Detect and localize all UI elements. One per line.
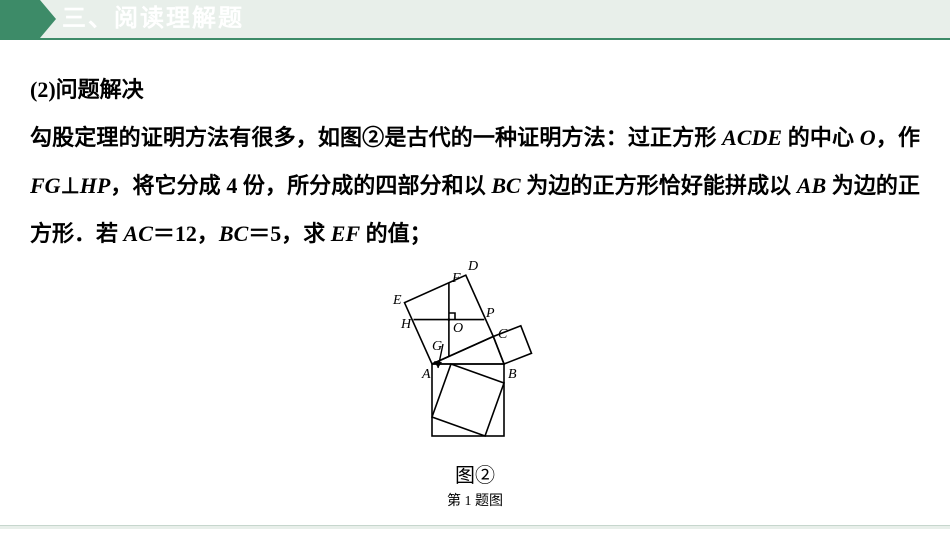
slide-page: 三、阅读理解题 (2)问题解决 勾股定理的证明方法有很多，如图②是古代的一种证明… (0, 0, 950, 535)
figure-caption-2: 第 1 题图 (30, 490, 920, 510)
text-fragment: 勾股定理的证明方法有很多，如图②是古代的一种证明方法：过正方形 (30, 125, 722, 150)
footer-decoration (0, 525, 950, 529)
label-d: D (467, 259, 478, 274)
label-a: A (421, 367, 431, 382)
problem-paragraph: 勾股定理的证明方法有很多，如图②是古代的一种证明方法：过正方形 ACDE 的中心… (30, 114, 920, 258)
geometry-svg: D F E P H G O C A B (370, 252, 580, 452)
text-fragment: 的值； (360, 221, 432, 246)
label-e: E (392, 293, 402, 308)
section-title: 三、阅读理解题 (62, 0, 244, 38)
geometry-figure: D F E P H G O C A B (370, 252, 580, 452)
math-var-acde: ACDE (722, 125, 782, 150)
figure-wrap: D F E P H G O C A B 图② 第 1 题图 (30, 252, 920, 510)
content-area: (2)问题解决 勾股定理的证明方法有很多，如图②是古代的一种证明方法：过正方形 … (0, 40, 950, 510)
label-p: P (485, 306, 495, 321)
perp-symbol: ⊥ (61, 173, 80, 198)
text-fragment: 为边的正方形恰好能拼成以 (521, 173, 797, 198)
text-fragment: 的中心 (782, 125, 860, 150)
text-fragment: ，作 (876, 125, 920, 150)
inner-rotated-square (432, 364, 504, 436)
math-var-ef: EF (331, 221, 360, 246)
label-c: C (498, 327, 508, 342)
math-var-fg: FG (30, 173, 61, 198)
text-fragment: ，将它分成 4 份，所分成的四部分和以 (110, 173, 491, 198)
right-angle-mark (449, 313, 455, 320)
figure-caption-1: 图② (30, 459, 920, 488)
math-var-o: O (860, 125, 876, 150)
label-g: G (432, 339, 442, 354)
eq-5: ＝5，求 (248, 221, 331, 246)
section-header: 三、阅读理解题 (0, 0, 950, 40)
label-f: F (451, 271, 461, 286)
math-var-ab: AB (797, 173, 826, 198)
math-var-bc2: BC (219, 221, 248, 246)
header-arrow-decoration (0, 0, 56, 38)
math-var-hp: HP (80, 173, 111, 198)
subheading: (2)问题解决 (30, 66, 920, 114)
eq-12: ＝12， (153, 221, 219, 246)
label-b: B (508, 367, 517, 382)
label-o: O (453, 321, 463, 336)
math-var-bc: BC (491, 173, 520, 198)
label-h: H (400, 317, 412, 332)
square-on-ab (432, 364, 504, 436)
math-var-ac: AC (124, 221, 153, 246)
